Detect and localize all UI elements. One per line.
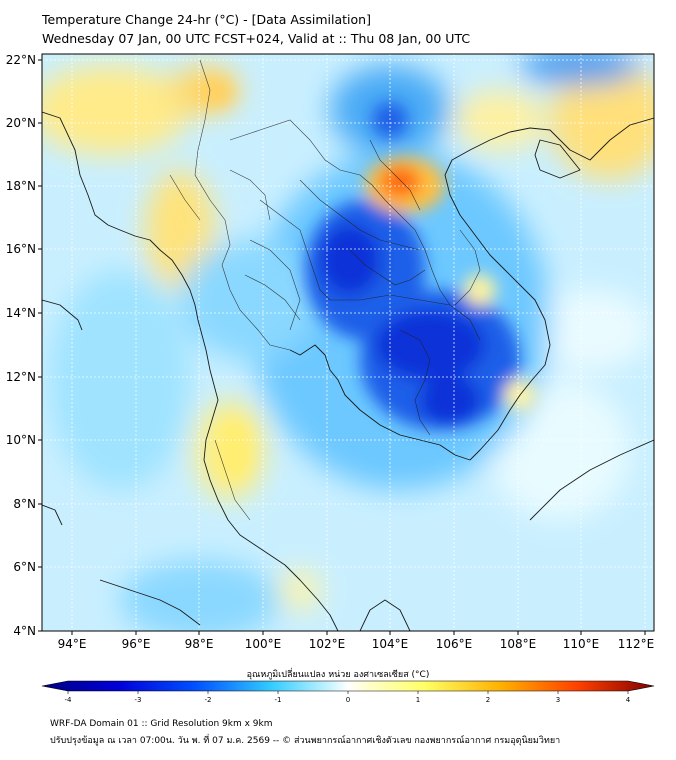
colorbar-ticks [67, 691, 629, 694]
colorbar-label: อุณหภูมิเปลี่ยนแปลง หน่วย องศาเซลเซียส (… [246, 670, 430, 680]
colorbar-tick-labels: -4 -3 -2 -1 0 1 2 3 4 [65, 696, 631, 704]
colorbar-tick-label: -3 [135, 696, 142, 704]
map-title: Temperature Change 24-hr (°C) - [Data As… [42, 12, 371, 27]
footer-credit: ปรับปรุงข้อมูล ณ เวลา 07:00น. วัน พ. ที่… [50, 736, 561, 746]
lat-labels: 22°N 20°N 18°N 16°N 14°N 12°N 10°N 8°N 6… [6, 53, 36, 638]
footer-model-info: WRF-DA Domain 01 :: Grid Resolution 9km … [50, 719, 273, 729]
lon-label: 100°E [245, 637, 282, 651]
colorbar-fill [41, 680, 655, 692]
lon-label: 112°E [618, 637, 655, 651]
lon-label: 104°E [372, 637, 409, 651]
colorbar-tick-label: 2 [486, 696, 490, 704]
lat-label: 22°N [6, 53, 36, 67]
colorbar-tick-label: 3 [556, 696, 560, 704]
lon-label: 94°E [58, 637, 87, 651]
lon-label: 96°E [122, 637, 151, 651]
colorbar-tick-label: -2 [205, 696, 212, 704]
coastlines [42, 111, 654, 631]
lon-label: 102°E [309, 637, 346, 651]
colorbar: -4 -3 -2 -1 0 1 2 3 4 [41, 680, 655, 704]
lon-label: 98°E [185, 637, 214, 651]
borders [169, 59, 481, 521]
lat-label: 10°N [6, 433, 36, 447]
map-subtitle: Wednesday 07 Jan, 00 UTC FCST+024, Valid… [42, 31, 471, 46]
colorbar-tick-label: -1 [275, 696, 282, 704]
lat-label: 18°N [6, 179, 36, 193]
graticule [42, 54, 654, 631]
colorbar-tick-label: -4 [65, 696, 73, 704]
map-frame [41, 53, 655, 632]
colorbar-tick-label: 1 [416, 696, 420, 704]
lat-label: 8°N [13, 497, 36, 511]
lat-label: 12°N [6, 370, 36, 384]
lon-label: 106°E [436, 637, 473, 651]
lon-label: 110°E [563, 637, 600, 651]
lon-label: 108°E [500, 637, 537, 651]
colorbar-tick-label: 0 [346, 696, 350, 704]
lat-label: 4°N [13, 624, 36, 638]
colorbar-tick-label: 4 [626, 696, 631, 704]
lon-labels: 94°E 96°E 98°E 100°E 102°E 104°E 106°E 1… [58, 637, 655, 651]
lat-label: 20°N [6, 116, 36, 130]
lon-tick-marks [71, 631, 646, 635]
lat-label: 14°N [6, 306, 36, 320]
temperature-field [42, 54, 654, 631]
lat-label: 16°N [6, 242, 36, 256]
lat-label: 6°N [13, 560, 36, 574]
lat-tick-marks [38, 59, 42, 632]
